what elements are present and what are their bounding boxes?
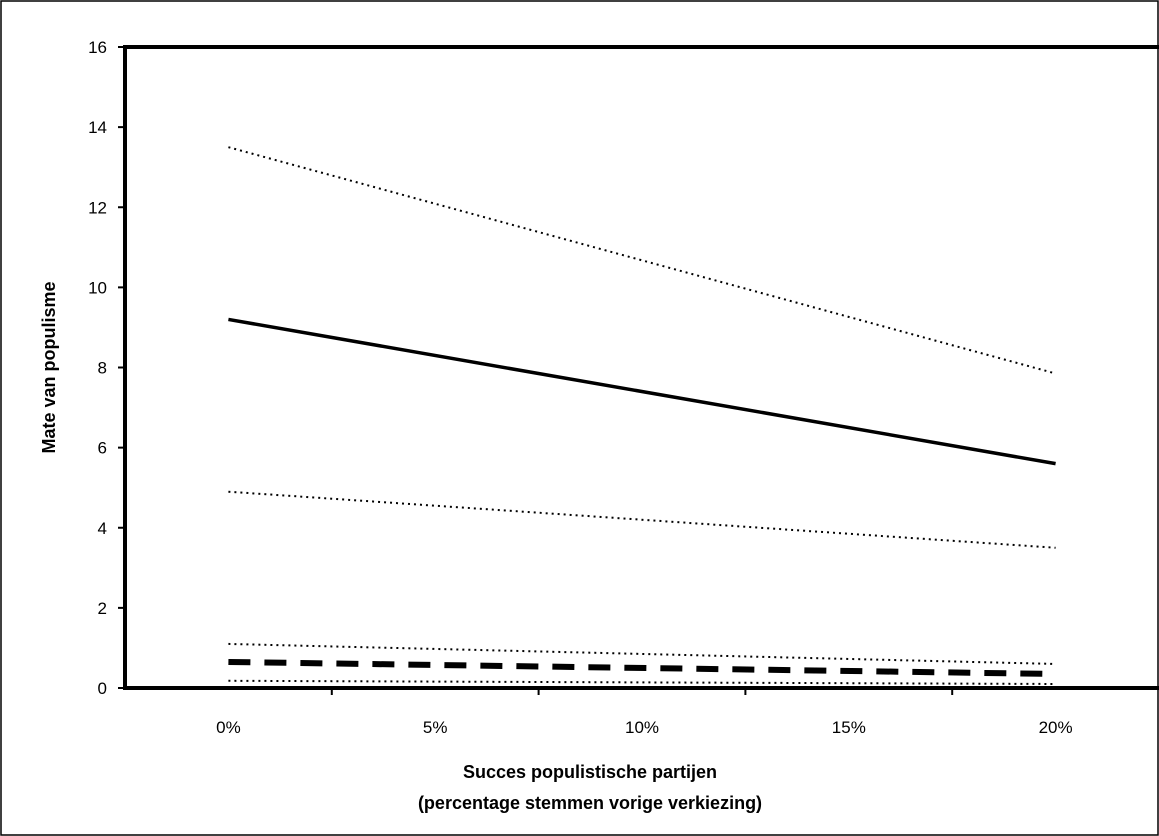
x-tick-label: 10% <box>625 718 659 737</box>
y-tick-label: 12 <box>88 198 107 217</box>
y-tick-label: 0 <box>98 679 107 698</box>
series-line-1 <box>228 317 1056 466</box>
y-tick-label: 2 <box>98 599 107 618</box>
x-tick-label: 5% <box>423 718 448 737</box>
x-axis-title: Succes populistische partijen <box>463 762 717 782</box>
y-tick-label: 10 <box>88 278 107 297</box>
series-line-2 <box>228 146 1056 375</box>
y-axis-title: Mate van populisme <box>39 281 59 453</box>
tick-labels: 0 2 4 6 8 10 12 14 16 0% 5% 10% 15% 20% <box>88 38 1073 737</box>
y-tick-label: 4 <box>98 519 107 538</box>
y-tick-label: 8 <box>98 359 107 378</box>
x-tick-label: 0% <box>216 718 241 737</box>
y-tick-label: 16 <box>88 38 107 57</box>
y-tick-label: 6 <box>98 439 107 458</box>
series-line-3 <box>228 490 1056 549</box>
y-tick-label: 14 <box>88 118 107 137</box>
x-axis-subtitle: (percentage stemmen vorige verkiezing) <box>418 793 762 813</box>
series-line-4 <box>228 658 1056 677</box>
axes <box>118 45 1159 695</box>
series-layer <box>228 146 1056 685</box>
x-tick-label: 20% <box>1039 718 1073 737</box>
x-tick-label: 15% <box>832 718 866 737</box>
